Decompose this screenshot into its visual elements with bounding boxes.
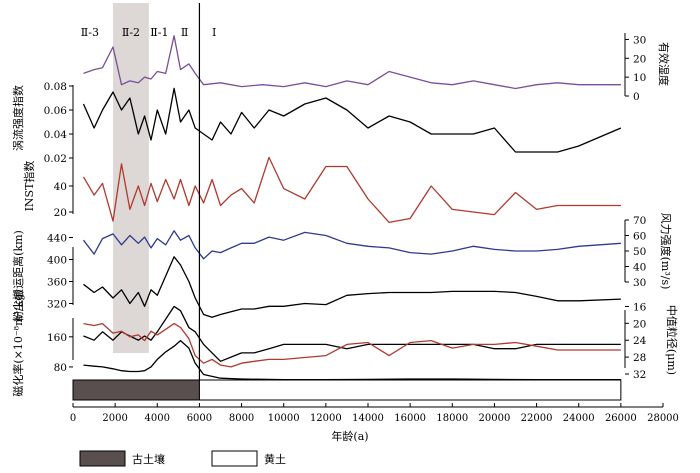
zone-label-1: Ⅱ-2 <box>122 26 140 39</box>
x-tick-label-3: 6000 <box>187 413 212 424</box>
series-4-tick-label-2: 400 <box>47 255 67 267</box>
shaded-zone-II-2 <box>113 3 149 353</box>
series-0-tick-label-2: 20 <box>633 53 646 65</box>
series-0-axis-label: 有效湿度 <box>657 42 671 86</box>
zone-label-3: Ⅱ <box>181 26 188 39</box>
series-3-tick-label-0: 30 <box>633 277 646 289</box>
series-7-line <box>83 339 621 381</box>
series-3-tick-label-1: 40 <box>633 262 646 274</box>
series-3-line <box>82 230 621 260</box>
series-4-tick-label-3: 440 <box>47 233 67 245</box>
series-2-tick-label-1: 40 <box>54 181 67 193</box>
series-0-line <box>83 35 621 90</box>
series-4-axis-label: 粉尘搬运距离(km) <box>11 230 25 322</box>
x-tick-label-14: 28000 <box>647 413 679 424</box>
legend-label-0: 古土壤 <box>132 452 165 466</box>
series-5-tick-label-2: 24 <box>633 335 647 347</box>
x-tick-label-11: 22000 <box>521 413 553 424</box>
x-tick-label-13: 26000 <box>605 413 637 424</box>
series-3-axis-label: 风力强度(m³/s) <box>659 213 673 290</box>
series-1-tick-label-0: 0.02 <box>44 153 67 165</box>
series-2-line <box>82 156 621 224</box>
x-axis-label: 年龄(a) <box>331 429 368 443</box>
series-1-tick-label-2: 0.06 <box>44 105 68 117</box>
x-tick-label-6: 12000 <box>310 413 342 424</box>
legend-label-1: 黄土 <box>264 452 286 466</box>
legend-swatch-0 <box>79 450 126 467</box>
x-tick-label-10: 20000 <box>479 413 511 424</box>
series-5-tick-label-1: 20 <box>633 318 646 330</box>
x-tick-label-1: 2000 <box>102 413 127 424</box>
x-tick-label-0: 0 <box>70 413 76 424</box>
series-1-tick-label-1: 0.04 <box>44 129 68 141</box>
series-0-tick-label-1: 10 <box>633 72 646 84</box>
series-3-tick-label-2: 50 <box>633 246 646 258</box>
legend-swatch-1 <box>211 450 258 467</box>
series-3-tick-label-4: 70 <box>633 215 646 227</box>
zone-label-4: Ⅰ <box>212 26 216 39</box>
series-0-tick-label-0: 0 <box>633 91 640 103</box>
x-tick-label-5: 10000 <box>268 413 300 424</box>
series-6-axis-label: 磁化率(×10⁻⁸m³/kg) <box>11 289 25 396</box>
series-5-tick-label-3: 28 <box>633 352 646 364</box>
x-tick-label-8: 16000 <box>394 413 426 424</box>
series-2-tick-label-0: 20 <box>54 207 67 219</box>
series-6-line <box>83 322 621 368</box>
x-tick-label-4: 8000 <box>229 413 254 424</box>
zone-label-2: Ⅱ-1 <box>150 26 168 39</box>
series-6-tick-label-0: 80 <box>54 362 67 374</box>
series-3-tick-label-3: 60 <box>633 231 646 243</box>
x-tick-label-9: 18000 <box>436 413 468 424</box>
series-2-axis-label: INST指数 <box>22 161 36 212</box>
series-1-tick-label-3: 0.08 <box>44 81 67 93</box>
series-4-line <box>83 256 621 318</box>
strat-unit-0 <box>72 379 200 401</box>
x-tick-label-7: 14000 <box>352 413 384 424</box>
series-0-tick-label-3: 30 <box>633 34 646 46</box>
series-4-tick-label-1: 360 <box>47 277 67 289</box>
series-1-axis-label: 涡流强度指数 <box>11 85 25 151</box>
series-5-axis-label: 中值粒径(μm) <box>665 305 679 375</box>
series-6-tick-label-1: 160 <box>47 332 67 344</box>
x-tick-label-2: 4000 <box>145 413 170 424</box>
zone-label-0: Ⅱ-3 <box>81 26 99 39</box>
strat-unit-1 <box>198 379 622 401</box>
x-tick-label-12: 24000 <box>563 413 595 424</box>
series-5-tick-label-4: 32 <box>633 369 646 381</box>
series-4-tick-label-0: 320 <box>47 299 67 311</box>
series-5-tick-label-0: 16 <box>633 301 647 313</box>
series-1-line <box>82 87 622 153</box>
